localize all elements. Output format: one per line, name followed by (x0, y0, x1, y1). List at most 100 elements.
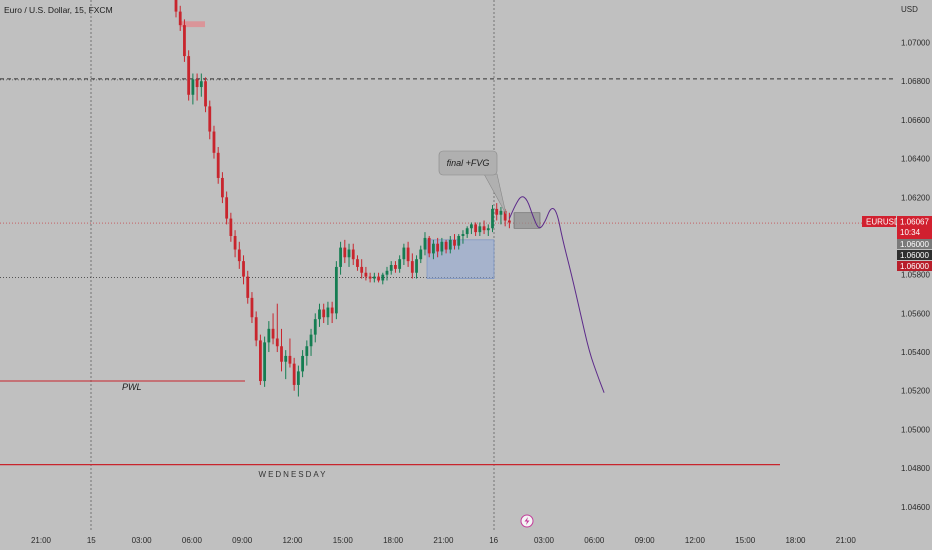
candle-body[interactable] (389, 265, 393, 271)
candle-body[interactable] (339, 247, 342, 267)
symbol-tag-label: EURUSD (866, 218, 900, 227)
candle-body[interactable] (225, 197, 229, 219)
lightning-icon[interactable] (520, 514, 534, 528)
candle-body[interactable] (491, 208, 494, 229)
candle-body[interactable] (368, 276, 372, 279)
candle-body[interactable] (398, 259, 402, 269)
red-supply-box[interactable] (181, 21, 205, 28)
candle-body[interactable] (259, 340, 262, 382)
candle-body[interactable] (284, 355, 288, 362)
time-tick-label: 18:00 (785, 536, 806, 545)
candle-body[interactable] (292, 363, 296, 385)
candle-body[interactable] (250, 297, 254, 318)
candle-body[interactable] (356, 259, 359, 267)
candle-body[interactable] (296, 371, 300, 385)
time-tick-label: 21:00 (31, 536, 52, 545)
candle-body[interactable] (385, 270, 389, 275)
candle-body[interactable] (183, 25, 186, 57)
candle-body[interactable] (503, 210, 507, 221)
candle-body[interactable] (461, 234, 465, 236)
candle-body[interactable] (334, 266, 338, 314)
candle-body[interactable] (301, 355, 304, 372)
candle-body[interactable] (204, 81, 207, 107)
time-tick-label: 03:00 (132, 536, 153, 545)
candle-body[interactable] (237, 249, 241, 262)
candle-body[interactable] (347, 249, 351, 258)
candle-body[interactable] (440, 241, 444, 252)
candle-body[interactable] (246, 276, 250, 298)
candle-body[interactable] (221, 177, 224, 198)
gray-entry-box[interactable] (513, 212, 541, 229)
candle-body[interactable] (465, 228, 469, 235)
candle-body[interactable] (330, 307, 334, 314)
candle-body[interactable] (381, 274, 385, 281)
fvg-box[interactable] (426, 239, 495, 279)
candle-body[interactable] (229, 218, 233, 236)
candle-body[interactable] (178, 11, 182, 26)
candle-body[interactable] (427, 237, 431, 254)
candle-body[interactable] (208, 106, 212, 132)
candle-body[interactable] (280, 346, 283, 362)
candle-body[interactable] (402, 247, 406, 260)
candle-body[interactable] (364, 272, 368, 277)
candle-body[interactable] (305, 346, 309, 356)
candle-body[interactable] (263, 342, 267, 382)
fvg-callout[interactable] (438, 150, 498, 176)
projection-path[interactable] (508, 196, 605, 393)
candle-body[interactable] (474, 224, 478, 233)
candle-body[interactable] (470, 224, 473, 229)
candle-body[interactable] (351, 249, 355, 260)
candle-body[interactable] (478, 226, 482, 233)
candle-body[interactable] (372, 276, 376, 279)
candle-body[interactable] (495, 208, 499, 215)
candle-body[interactable] (486, 228, 490, 231)
candle-body[interactable] (436, 243, 440, 252)
price-tags: EURUSD 1.06067 10:34 1.06000 1.06000 1.0… (862, 216, 932, 271)
candle-body[interactable] (322, 309, 326, 318)
candle-body[interactable] (482, 226, 486, 231)
candle-body[interactable] (360, 266, 364, 273)
candle-body[interactable] (271, 328, 275, 339)
candle-body[interactable] (242, 261, 245, 277)
candle-body[interactable] (499, 210, 503, 215)
level-tag-gray-value: 1.06000 (900, 240, 929, 249)
candle-body[interactable] (254, 317, 258, 341)
candle-body[interactable] (444, 241, 448, 250)
time-tick-label: 15 (87, 536, 96, 545)
candle-body[interactable] (313, 319, 317, 335)
candle-body[interactable] (457, 235, 461, 246)
candle-body[interactable] (432, 243, 435, 254)
candle-body[interactable] (187, 56, 191, 95)
candle-body[interactable] (507, 220, 511, 223)
candle-body[interactable] (318, 309, 321, 320)
candle-body[interactable] (326, 307, 330, 318)
level-tag-red (897, 261, 932, 271)
candle-body[interactable] (394, 265, 397, 269)
candle-body[interactable] (288, 355, 292, 364)
candle-body[interactable] (212, 131, 216, 153)
level-tag-red-value: 1.06000 (900, 262, 929, 271)
candle-body[interactable] (199, 81, 203, 88)
candle-body[interactable] (410, 261, 414, 273)
candle-body[interactable] (406, 247, 410, 262)
candle-body[interactable] (195, 79, 199, 88)
candle-body[interactable] (415, 259, 418, 273)
price-tick-label: 1.05000 (901, 425, 930, 434)
candle-body[interactable] (448, 239, 452, 250)
time-axis[interactable] (0, 530, 932, 550)
candle-body[interactable] (233, 235, 237, 250)
candle-body[interactable] (216, 152, 220, 178)
candle-body[interactable] (267, 328, 271, 343)
chart-title: Euro / U.S. Dollar, 15, FXCM (4, 5, 113, 15)
candle-body[interactable] (419, 249, 423, 260)
candle-body[interactable] (423, 237, 427, 250)
candle-body[interactable] (191, 79, 195, 95)
candle-body[interactable] (377, 276, 380, 281)
candle-body[interactable] (453, 239, 456, 246)
candle-body[interactable] (275, 338, 279, 347)
candle-body[interactable] (343, 247, 347, 258)
candle-body[interactable] (309, 334, 313, 347)
candle-body[interactable] (174, 0, 178, 12)
